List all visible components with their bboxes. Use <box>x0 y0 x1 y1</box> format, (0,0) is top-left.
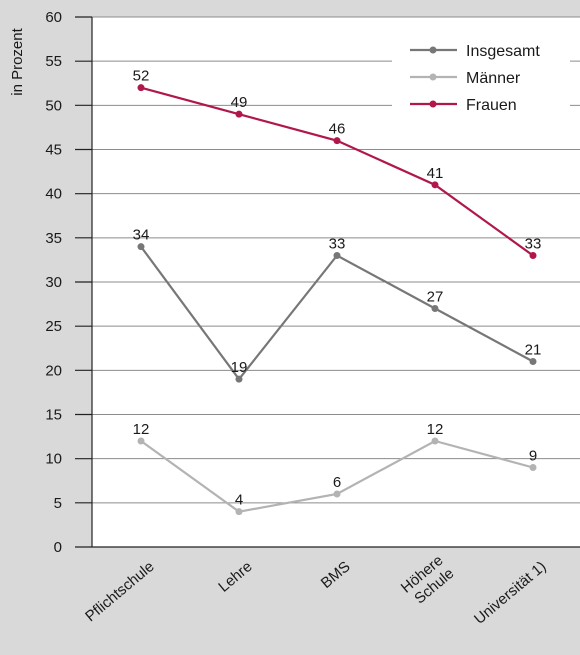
data-label: 27 <box>427 289 444 306</box>
y-tick-label: 0 <box>54 539 62 556</box>
data-label: 52 <box>133 68 150 85</box>
data-point <box>137 243 145 251</box>
data-label: 4 <box>235 492 243 509</box>
y-tick-label: 10 <box>45 451 62 468</box>
legend: Insgesamt Männer Frauen <box>392 32 570 128</box>
y-tick-label: 15 <box>45 407 62 424</box>
data-point <box>529 358 537 365</box>
legend-label: Insgesamt <box>466 43 540 60</box>
legend-swatch-marker <box>429 46 437 54</box>
y-tick-label: 25 <box>45 318 62 335</box>
data-point <box>529 252 537 259</box>
y-tick-label: 30 <box>45 274 62 291</box>
data-point <box>235 508 243 516</box>
axes <box>75 16 580 548</box>
data-point <box>529 464 537 471</box>
x-tick-labels: Pflichtschule Lehre BMS HöhereSchule Univers… <box>82 552 549 628</box>
data-point <box>235 375 243 383</box>
data-label: 12 <box>133 421 150 438</box>
data-point <box>333 252 341 259</box>
data-point <box>431 305 439 312</box>
data-label: 41 <box>427 165 444 182</box>
x-tick-label-line: Lehre <box>215 558 255 596</box>
y-tick-label: 60 <box>45 9 62 26</box>
data-label: 33 <box>329 236 346 253</box>
x-tick-label: Universität 1) <box>471 558 550 628</box>
x-tick-label: BMS <box>318 558 354 592</box>
y-tick-label: 50 <box>45 97 62 114</box>
y-tick-label: 20 <box>45 362 62 379</box>
x-tick-label: HöhereSchule <box>398 552 458 610</box>
data-point <box>235 110 243 118</box>
data-label: 49 <box>231 94 248 111</box>
data-point <box>431 437 439 445</box>
x-tick-label-line: BMS <box>318 558 354 592</box>
data-label: 12 <box>427 421 444 438</box>
data-label: 9 <box>529 448 537 465</box>
x-tick-label: Pflichtschule <box>82 558 157 625</box>
y-tick-label: 35 <box>45 230 62 247</box>
x-tick-label-line: Universität 1) <box>471 558 550 628</box>
y-tick-label: 45 <box>45 142 62 159</box>
legend-box <box>392 32 570 128</box>
data-label: 21 <box>525 342 542 359</box>
y-tick-label: 55 <box>45 53 62 70</box>
data-label: 33 <box>525 236 542 253</box>
data-label: 6 <box>333 474 341 491</box>
data-label: 19 <box>231 359 248 376</box>
y-axis-title: in Prozent <box>9 27 26 95</box>
data-point <box>431 181 439 189</box>
x-tick-label-line: Pflichtschule <box>82 558 157 625</box>
legend-swatch-marker <box>429 100 437 108</box>
legend-label: Frauen <box>466 97 517 114</box>
data-point <box>333 490 341 498</box>
y-tick-label: 40 <box>45 186 62 203</box>
data-point <box>137 84 145 92</box>
data-label: 46 <box>329 121 346 138</box>
x-tick-label: Lehre <box>215 558 255 596</box>
data-point <box>333 137 341 145</box>
legend-label: Männer <box>466 70 521 87</box>
y-tick-labels: 0 5 10 15 20 25 30 35 40 45 50 55 60 <box>45 9 62 556</box>
legend-swatch-marker <box>429 73 437 81</box>
y-tick-label: 5 <box>54 495 62 512</box>
data-label: 34 <box>133 227 150 244</box>
data-point <box>137 437 145 445</box>
